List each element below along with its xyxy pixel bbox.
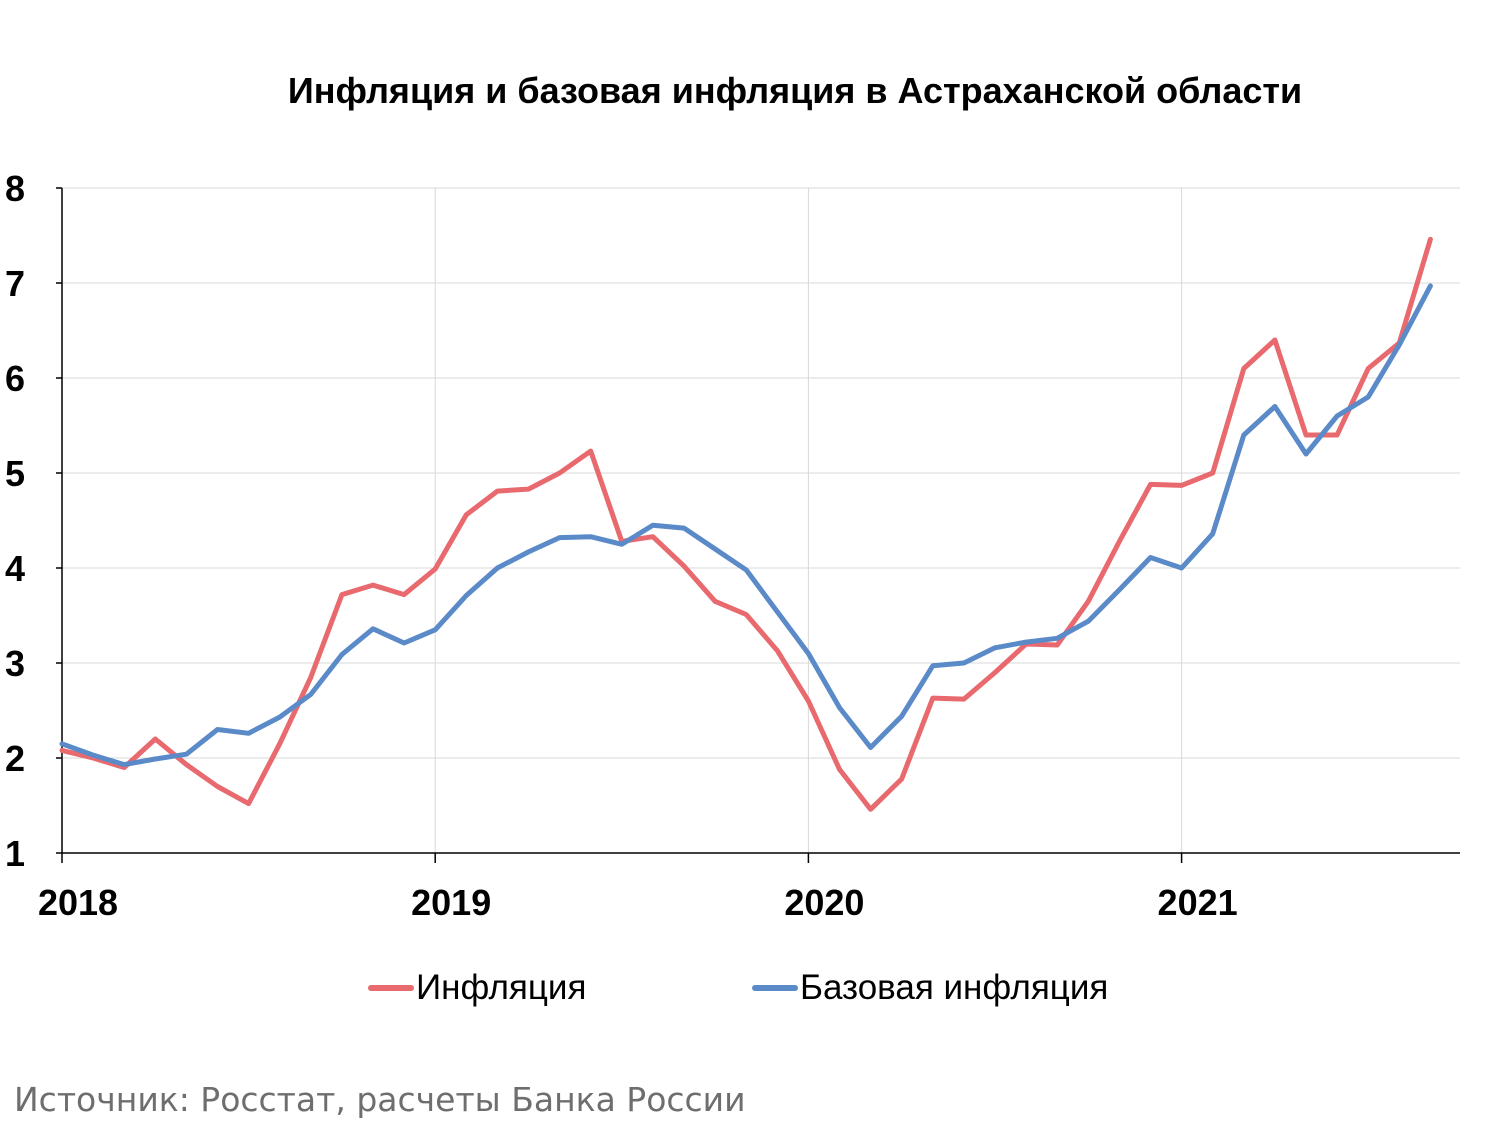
x-tick-label: 2018 <box>38 882 118 923</box>
source-note: Источник: Росстат, расчеты Банка России <box>14 1080 746 1119</box>
series-line-inflation <box>59 236 1433 812</box>
legend-item-inflation: Инфляция <box>368 968 586 1008</box>
series-line-core-inflation <box>59 283 1433 768</box>
y-tick-label: 4 <box>5 548 25 589</box>
y-tick-label: 8 <box>5 168 25 209</box>
x-tick-label: 2020 <box>784 882 864 923</box>
x-tick-label: 2019 <box>411 882 491 923</box>
x-tick-label: 2021 <box>1158 882 1238 923</box>
legend-label-inflation: Инфляция <box>416 968 587 1007</box>
y-tick-label: 2 <box>5 738 25 779</box>
legend-swatch-core-inflation <box>752 985 798 991</box>
y-tick-label: 6 <box>5 358 25 399</box>
y-tick-label: 5 <box>5 453 25 494</box>
chart-title: Инфляция и базовая инфляция в Астраханск… <box>287 70 1303 111</box>
legend-item-core-inflation: Базовая инфляция <box>752 968 1108 1008</box>
y-tick-label: 7 <box>5 263 25 304</box>
legend-label-core-inflation: Базовая инфляция <box>800 968 1109 1007</box>
y-tick-label: 1 <box>5 833 25 874</box>
y-tick-label: 3 <box>5 643 25 684</box>
legend-swatch-inflation <box>368 985 414 991</box>
